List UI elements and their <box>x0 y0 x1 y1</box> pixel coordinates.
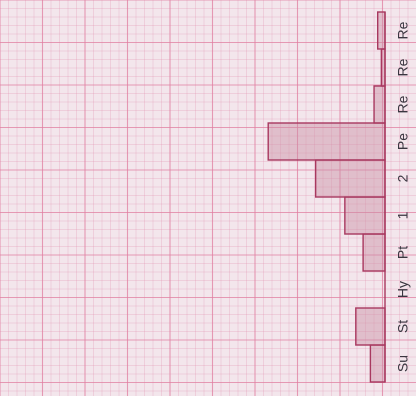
category-label-4: 1 <box>395 211 411 219</box>
category-label-6: Pe <box>395 133 411 150</box>
category-label-8: Re <box>395 58 411 76</box>
bar-6 <box>267 122 386 161</box>
bar-7 <box>373 85 386 124</box>
category-label-5: 2 <box>395 174 411 182</box>
bar-1 <box>355 307 386 346</box>
bar-3 <box>362 233 386 272</box>
category-label-9: Re <box>395 21 411 39</box>
bar-5 <box>314 159 386 198</box>
category-label-2: Hy <box>395 281 411 298</box>
category-label-0: Su <box>395 355 411 372</box>
category-label-3: Pt <box>395 246 411 259</box>
bar-9 <box>377 11 386 50</box>
bar-4 <box>344 196 386 235</box>
category-label-7: Re <box>395 95 411 113</box>
category-label-1: St <box>395 320 411 333</box>
tick-labels: Su St Hy Pt 1 2 Pe Re Re Re <box>395 21 411 372</box>
bar-0 <box>369 344 386 383</box>
